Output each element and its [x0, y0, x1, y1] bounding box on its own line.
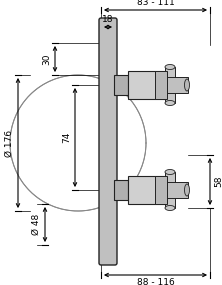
Text: Ø 176: Ø 176: [5, 129, 14, 156]
Text: Ø 48: Ø 48: [32, 214, 41, 235]
Text: 74: 74: [62, 132, 71, 143]
Ellipse shape: [184, 79, 190, 91]
Bar: [128, 71, 165, 99]
Bar: [128, 176, 165, 204]
Bar: [165, 67, 175, 103]
Bar: [165, 172, 175, 208]
Bar: [155, 71, 167, 99]
Bar: [114, 75, 128, 95]
Text: 18: 18: [102, 15, 114, 24]
Bar: [166, 77, 188, 93]
Ellipse shape: [165, 101, 175, 105]
FancyBboxPatch shape: [99, 18, 117, 265]
Bar: [155, 176, 167, 204]
Text: 88 - 116: 88 - 116: [137, 278, 174, 285]
Text: 30: 30: [42, 53, 51, 65]
Ellipse shape: [184, 184, 190, 196]
Text: 58: 58: [214, 176, 222, 187]
Ellipse shape: [165, 205, 175, 211]
Bar: [114, 180, 128, 200]
Ellipse shape: [165, 170, 175, 174]
Bar: [166, 182, 188, 198]
Text: 83 - 111: 83 - 111: [137, 0, 174, 7]
Ellipse shape: [165, 64, 175, 70]
